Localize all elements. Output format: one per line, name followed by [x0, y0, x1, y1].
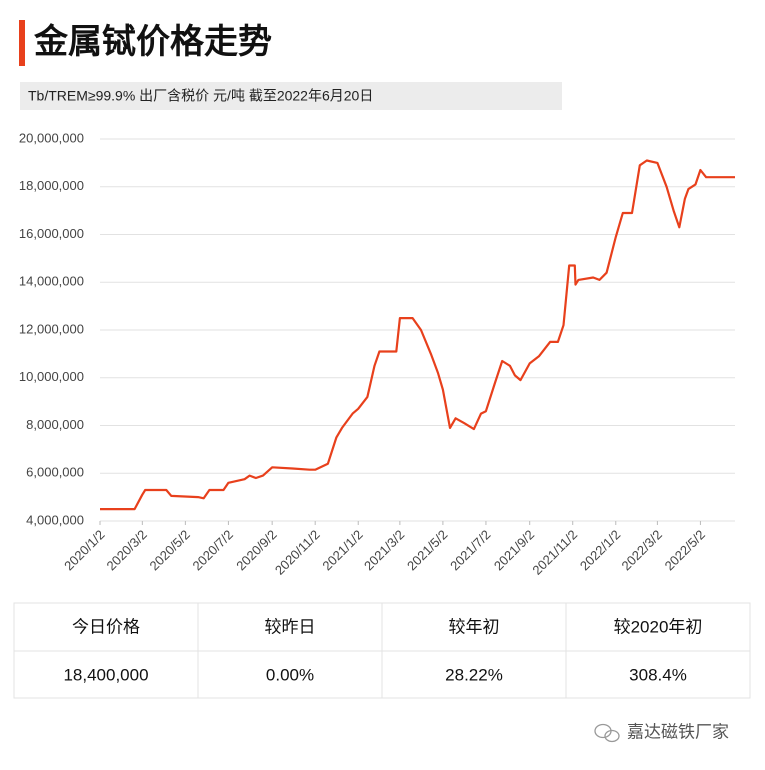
chart-title: 金属铽价格走势 [33, 22, 272, 61]
line [100, 159, 735, 511]
x-tick-label: 2021/11/2 [529, 527, 580, 578]
subtitle: Tb/TREM≥99.9% 出厂含税价 元/吨 截至2022年6月20日 [28, 88, 373, 104]
table: 今日价格 较昨日 较年初 较2020年初 18,400,000 0.00% 28.22% 30… [13, 602, 751, 699]
y-tick-label: 18,000,000 [19, 178, 84, 193]
y-tick-label: 20,000,000 [19, 130, 84, 145]
table-cell: 308.4% [629, 665, 687, 684]
source: 嘉达磁铁厂家 [627, 722, 729, 741]
x-tick-label: 2021/5/2 [404, 527, 450, 573]
y-tick-label: 16,000,000 [19, 226, 84, 241]
y-tick-label: 12,000,000 [19, 321, 84, 336]
x-tick-label: 2020/1/2 [61, 527, 107, 573]
title-bar [19, 20, 25, 66]
y-tick-label: 10,000,000 [19, 369, 84, 384]
x-tick-label: 2020/5/2 [147, 527, 193, 573]
x-tick-label: 2020/3/2 [103, 527, 149, 573]
x-tick-label: 2022/5/2 [662, 527, 708, 573]
x-tick-label: 2020/7/2 [190, 527, 236, 573]
table-header: 较昨日 [265, 617, 316, 636]
x-tick-label: 2022/3/2 [619, 527, 665, 573]
table-header: 较年初 [449, 617, 500, 636]
table-cell: 0.00% [266, 665, 314, 684]
table-cell: 28.22% [445, 665, 503, 684]
x-tick-label: 2020/11/2 [272, 527, 323, 578]
x-tick-label: 2022/1/2 [577, 527, 623, 573]
y-tick-label: 8,000,000 [26, 417, 84, 432]
x-tick-label: 2021/3/2 [361, 527, 407, 573]
y-tick-label: 14,000,000 [19, 274, 84, 289]
x-tick-label: 2021/1/2 [319, 527, 365, 573]
y-tick-label: 6,000,000 [26, 465, 84, 480]
wechat-icon [594, 723, 620, 743]
table-header: 今日价格 [72, 617, 140, 636]
y-tick-label: 4,000,000 [26, 512, 84, 527]
table-cell: 18,400,000 [63, 665, 148, 684]
subtitle-box [20, 82, 562, 110]
table-header: 较2020年初 [614, 617, 703, 636]
x-tick-label: 2021/7/2 [447, 527, 493, 573]
